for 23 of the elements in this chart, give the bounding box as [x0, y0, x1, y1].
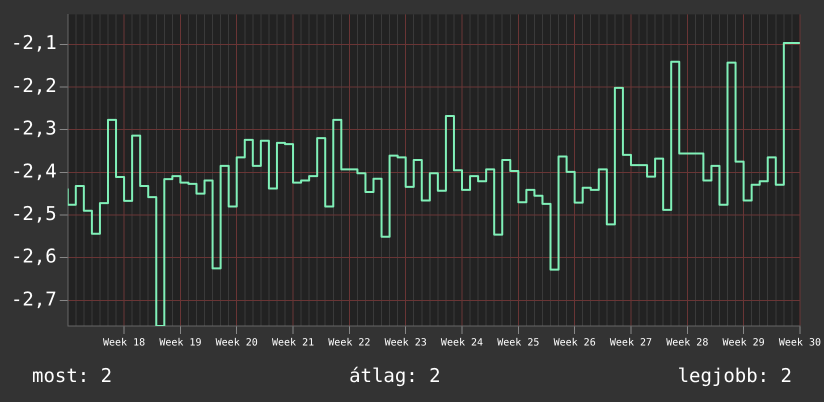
y-tick-label: -2,7 — [10, 288, 57, 310]
x-tick-label: Week 21 — [272, 338, 314, 349]
x-tick-label: Week 22 — [328, 338, 370, 349]
x-tick-label: Week 18 — [103, 338, 146, 349]
x-tick-label: Week 27 — [610, 338, 652, 349]
text: most: 2 — [32, 365, 112, 387]
text: legjobb: 2 — [678, 365, 792, 387]
x-tick-label: Week 25 — [497, 338, 540, 349]
text: átlag: 2 — [349, 365, 441, 387]
x-tick-label: Week 29 — [722, 338, 765, 349]
y-tick-label: -2,3 — [10, 118, 57, 140]
x-tick-label: Week 26 — [554, 338, 596, 349]
y-tick-label: -2,2 — [10, 74, 57, 97]
y-tick-label: -2,5 — [10, 202, 57, 225]
x-tick-label: Week 28 — [666, 338, 708, 349]
y-tick-label: -2,1 — [10, 32, 57, 54]
y-tick-label: -2,6 — [10, 246, 57, 268]
x-tick-label: Week 20 — [216, 338, 258, 349]
x-tick-label: Week 23 — [384, 338, 427, 349]
x-tick-label: Week 19 — [159, 338, 202, 349]
y-tick-label: -2,4 — [10, 160, 57, 182]
x-tick-label: Week 24 — [440, 338, 484, 349]
x-tick-label: Week 30 — [778, 338, 822, 349]
